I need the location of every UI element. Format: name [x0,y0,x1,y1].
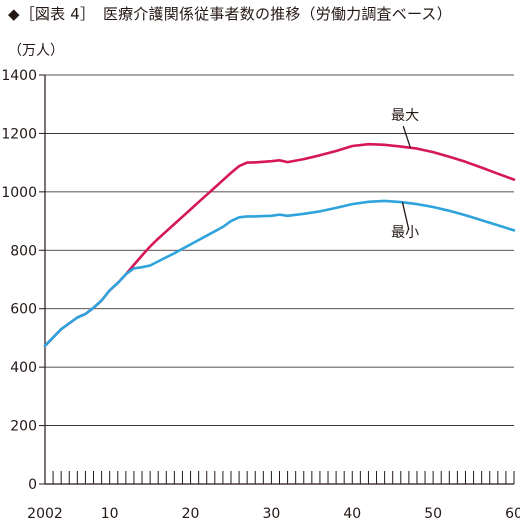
x-tick-label: 50 [424,506,442,522]
x-tick-label: 10 [101,506,119,522]
y-tick-label: 0 [28,477,37,493]
series-label-leader [401,201,410,230]
y-tick-labels: 0 200 400 600 800 1000 1200 1400 [1,68,37,493]
series-lines [43,142,516,348]
x-tick-label: 30 [262,506,280,522]
y-tick-label: 1000 [1,185,37,201]
y-tick-label: 400 [10,360,37,376]
series-label: 最大 [391,108,419,124]
x-tick-label: 20 [182,506,200,522]
chart-title: ◆［図表 4］ 医療介護関係従事者数の推移（労働力調査ベース） [8,5,452,23]
series-line [43,199,516,348]
y-tick-label: 200 [10,419,37,435]
y-tick-label: 1200 [1,126,37,142]
series-line [43,142,516,348]
axes [39,74,515,485]
y-axis-unit-label: （万人） [8,43,64,59]
x-tick-label: 2002 [27,506,63,522]
x-tick-label: 40 [343,506,361,522]
x-tick-label: 60 [505,506,520,522]
series-label-leader [402,125,412,149]
y-tick-label: 600 [10,302,37,318]
gridlines [45,74,514,426]
series-label: 最小 [391,225,419,241]
y-tick-label: 1400 [1,68,37,84]
y-tick-label: 800 [10,243,37,259]
x-tick-labels: 2002 10 20 30 40 50 60 [27,506,520,522]
